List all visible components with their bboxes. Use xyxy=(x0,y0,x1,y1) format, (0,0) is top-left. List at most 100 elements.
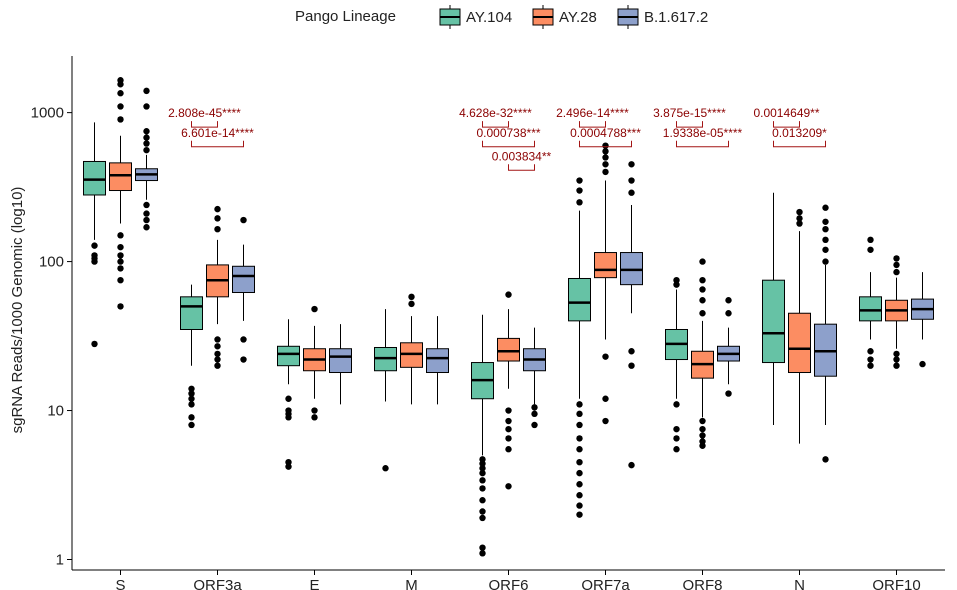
outlier-point xyxy=(699,276,706,284)
outlier-point xyxy=(285,458,292,466)
significance-label: 0.000738*** xyxy=(476,126,540,140)
outlier-point xyxy=(117,77,124,84)
significance-annotation: 0.013209* xyxy=(772,126,827,148)
outlier-point xyxy=(576,401,583,408)
significance-bracket xyxy=(579,121,606,128)
outlier-point xyxy=(919,360,926,368)
outlier-point xyxy=(893,350,900,358)
outlier-point xyxy=(479,550,486,557)
box-iqr xyxy=(497,337,520,362)
box-iqr xyxy=(277,345,300,367)
significance-bracket xyxy=(508,164,535,171)
outlier-point xyxy=(822,236,829,244)
outlier-point xyxy=(479,514,486,522)
outlier-point xyxy=(893,268,900,276)
y-axis-title: sgRNA Reads/1000 Genomic (log10) xyxy=(9,187,26,434)
significance-bracket xyxy=(482,140,535,148)
significance-bracket xyxy=(482,121,509,128)
significance-bracket xyxy=(773,140,826,148)
box-AY.104-ORF8 xyxy=(665,276,688,453)
outlier-point xyxy=(479,477,486,484)
significance-annotation: 2.808e-45**** xyxy=(168,106,241,128)
outlier-point xyxy=(143,216,150,224)
significance-annotation: 0.0004788*** xyxy=(570,126,641,148)
outlier-point xyxy=(117,103,124,110)
box-AY.28-ORF6 xyxy=(497,291,520,490)
box-B.1.617.2-ORF6 xyxy=(523,327,546,429)
outlier-point xyxy=(673,446,680,453)
outlier-point xyxy=(240,336,247,343)
outlier-point xyxy=(576,481,583,488)
outlier-point xyxy=(91,340,98,348)
outlier-point xyxy=(188,421,195,429)
outlier-point xyxy=(602,168,609,176)
outlier-point xyxy=(479,497,486,504)
outlier-point xyxy=(188,395,195,402)
outlier-point xyxy=(602,353,609,360)
outlier-point xyxy=(143,103,150,110)
outlier-point xyxy=(214,356,221,363)
outlier-point xyxy=(602,154,609,161)
legend-label: AY.28 xyxy=(559,9,597,26)
outlier-point xyxy=(531,410,538,418)
box-AY.104-E xyxy=(277,319,300,470)
significance-label: 2.496e-14**** xyxy=(556,106,629,120)
outlier-point xyxy=(576,458,583,466)
outlier-point xyxy=(408,300,415,308)
outlier-point xyxy=(143,87,150,95)
x-tick-label: N xyxy=(794,577,805,590)
outlier-point xyxy=(576,435,583,442)
outlier-point xyxy=(240,216,247,224)
outlier-point xyxy=(822,225,829,233)
outlier-point xyxy=(893,362,900,369)
box-B.1.617.2-N xyxy=(814,204,837,463)
significance-annotation: 3.875e-15**** xyxy=(653,106,726,128)
outlier-point xyxy=(576,446,583,453)
plot-area: 2.808e-45**** 6.601e-14**** 4.628e-32**** 0… xyxy=(83,77,934,557)
outlier-point xyxy=(214,225,221,233)
outlier-point xyxy=(576,177,583,184)
box-B.1.617.2-E xyxy=(329,324,352,405)
box-iqr xyxy=(83,160,106,196)
outlier-point xyxy=(699,425,706,433)
outlier-point xyxy=(91,252,98,259)
outlier-point xyxy=(117,252,124,259)
outlier-point xyxy=(479,465,486,472)
outlier-point xyxy=(699,297,706,304)
significance-label: 0.0014649** xyxy=(753,106,819,120)
outlier-point xyxy=(576,502,583,509)
outlier-point xyxy=(240,356,247,363)
box-AY.28-ORF8 xyxy=(691,258,714,449)
outlier-point xyxy=(699,417,706,425)
outlier-point xyxy=(214,350,221,358)
outlier-point xyxy=(699,286,706,293)
outlier-point xyxy=(531,421,538,429)
significance-label: 0.003834** xyxy=(492,149,552,163)
box-AY.28-M xyxy=(400,293,423,405)
outlier-point xyxy=(725,390,732,397)
outlier-point xyxy=(628,177,635,184)
x-tick-label: ORF3a xyxy=(193,577,242,590)
box-AY.104-ORF7a xyxy=(568,177,591,518)
significance-annotation: 0.0014649** xyxy=(753,106,820,128)
outlier-point xyxy=(505,291,512,298)
outlier-point xyxy=(867,362,874,369)
box-iqr xyxy=(109,162,132,192)
outlier-point xyxy=(285,463,292,470)
outlier-point xyxy=(822,204,829,211)
significance-bracket xyxy=(773,121,800,128)
outlier-point xyxy=(311,407,318,414)
outlier-point xyxy=(796,215,803,222)
outlier-point xyxy=(143,140,150,147)
legend-item-AY.104: AY.104 xyxy=(439,5,512,29)
y-tick-label: 1000 xyxy=(31,105,64,122)
outlier-point xyxy=(673,401,680,408)
box-AY.104-ORF6 xyxy=(471,314,494,557)
outlier-point xyxy=(628,189,635,196)
box-iqr xyxy=(788,312,811,374)
outlier-point xyxy=(479,456,486,463)
legend: Pango Lineage AY.104 AY.28 B.1.617.2 xyxy=(295,5,708,29)
outlier-point xyxy=(285,407,292,414)
outlier-point xyxy=(143,128,150,135)
